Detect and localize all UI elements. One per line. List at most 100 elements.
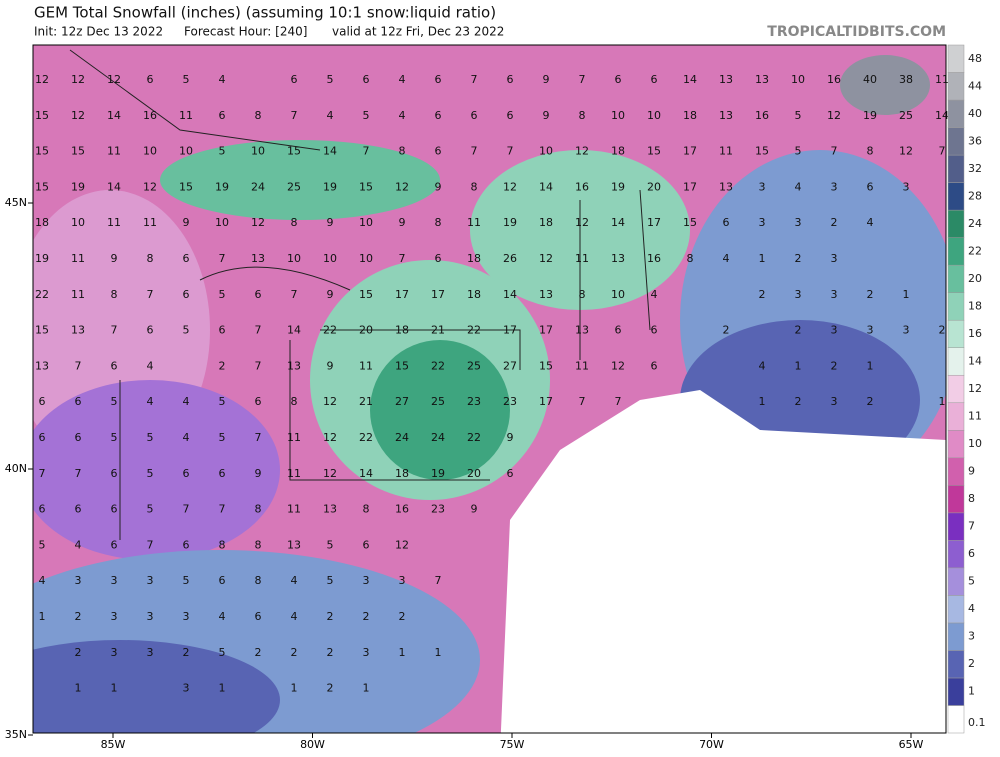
snow-label: 5 — [219, 145, 226, 158]
snow-label: 6 — [651, 359, 658, 372]
colorbar-label: 22 — [968, 244, 982, 257]
snow-label: 1 — [363, 682, 370, 695]
snow-label: 3 — [795, 288, 802, 301]
snow-label: 8 — [435, 216, 442, 229]
snow-label: 15 — [359, 288, 373, 301]
colorbar-swatch — [947, 402, 965, 431]
snow-label: 6 — [291, 73, 298, 86]
snow-label: 10 — [179, 145, 193, 158]
snow-label: 23 — [467, 395, 481, 408]
snow-label: 7 — [291, 109, 298, 122]
snow-label: 12 — [107, 73, 121, 86]
snow-label: 9 — [471, 503, 478, 516]
snow-label: 3 — [867, 324, 874, 337]
snow-label: 4 — [399, 109, 406, 122]
snow-label: 7 — [579, 73, 586, 86]
snow-label: 10 — [359, 216, 373, 229]
colorbar-label: 5 — [968, 575, 975, 588]
colorbar-label: 40 — [968, 107, 982, 120]
lon-label: 65W — [899, 738, 924, 751]
colorbar-label: 10 — [968, 437, 982, 450]
snow-label: 12 — [899, 145, 913, 158]
snow-label: 19 — [503, 216, 517, 229]
lon-label: 75W — [500, 738, 525, 751]
snow-label: 6 — [435, 252, 442, 265]
snow-label: 4 — [651, 288, 658, 301]
snow-label: 2 — [867, 395, 874, 408]
snow-label: 6 — [435, 145, 442, 158]
snow-label: 18 — [539, 216, 553, 229]
snow-label: 3 — [831, 395, 838, 408]
snow-label: 13 — [287, 538, 301, 551]
colorbar-label: 24 — [968, 217, 982, 230]
snow-label: 19 — [611, 180, 625, 193]
snow-label: 5 — [147, 503, 154, 516]
colorbar-label: 1 — [968, 685, 975, 698]
snow-label: 1 — [435, 646, 442, 659]
snow-label: 6 — [183, 467, 190, 480]
snow-label: 14 — [683, 73, 697, 86]
snow-label: 2 — [759, 288, 766, 301]
snow-label: 6 — [111, 359, 118, 372]
snow-label: 6 — [75, 503, 82, 516]
snow-label: 5 — [219, 431, 226, 444]
snow-label: 14 — [107, 109, 121, 122]
snow-label: 14 — [107, 180, 121, 193]
snow-label: 10 — [71, 216, 85, 229]
snow-label: 10 — [791, 73, 805, 86]
snow-label: 10 — [611, 109, 625, 122]
snow-label: 6 — [507, 109, 514, 122]
snow-label: 12 — [251, 216, 265, 229]
lon-label: 80W — [300, 738, 325, 751]
snow-label: 6 — [219, 574, 226, 587]
snow-label: 8 — [291, 395, 298, 408]
snow-label: 15 — [647, 145, 661, 158]
snow-label: 2 — [831, 359, 838, 372]
snow-label: 10 — [287, 252, 301, 265]
snow-label: 20 — [359, 324, 373, 337]
colorbar-swatch — [947, 99, 965, 128]
snow-label: 5 — [147, 431, 154, 444]
snow-label: 3 — [831, 252, 838, 265]
snow-label: 2 — [327, 682, 334, 695]
snow-label: 6 — [39, 503, 46, 516]
colorbar-swatch — [947, 264, 965, 293]
colorbar-swatch — [947, 567, 965, 596]
snow-label: 6 — [255, 610, 262, 623]
snow-label: 3 — [147, 610, 154, 623]
snow-label: 25 — [431, 395, 445, 408]
snow-label: 6 — [363, 538, 370, 551]
snow-label: 12 — [35, 73, 49, 86]
snow-label: 13 — [287, 359, 301, 372]
snow-label: 5 — [219, 288, 226, 301]
snow-label: 4 — [219, 73, 226, 86]
snow-label: 2 — [183, 646, 190, 659]
colorbar-swatch — [947, 347, 965, 376]
snow-label: 11 — [575, 252, 589, 265]
snow-label: 7 — [471, 73, 478, 86]
snow-label: 14 — [935, 109, 949, 122]
snow-label: 7 — [831, 145, 838, 158]
snow-label: 2 — [399, 610, 406, 623]
snow-label: 2 — [831, 216, 838, 229]
snow-label: 18 — [467, 288, 481, 301]
snow-label: 1 — [399, 646, 406, 659]
snow-label: 7 — [399, 252, 406, 265]
snow-label: 9 — [327, 288, 334, 301]
snow-label: 24 — [431, 431, 445, 444]
snow-label: 23 — [503, 395, 517, 408]
snow-label: 6 — [867, 180, 874, 193]
snow-label: 9 — [255, 467, 262, 480]
colorbar-label: 12 — [968, 382, 982, 395]
snow-label: 9 — [327, 216, 334, 229]
snow-label: 9 — [111, 252, 118, 265]
colorbar-swatch — [947, 182, 965, 211]
snow-label: 14 — [359, 467, 373, 480]
snow-label: 9 — [543, 109, 550, 122]
snow-label: 13 — [539, 288, 553, 301]
colorbar-swatch — [947, 430, 965, 459]
snow-label: 7 — [471, 145, 478, 158]
colorbar-label: 2 — [968, 657, 975, 670]
snow-label: 8 — [291, 216, 298, 229]
